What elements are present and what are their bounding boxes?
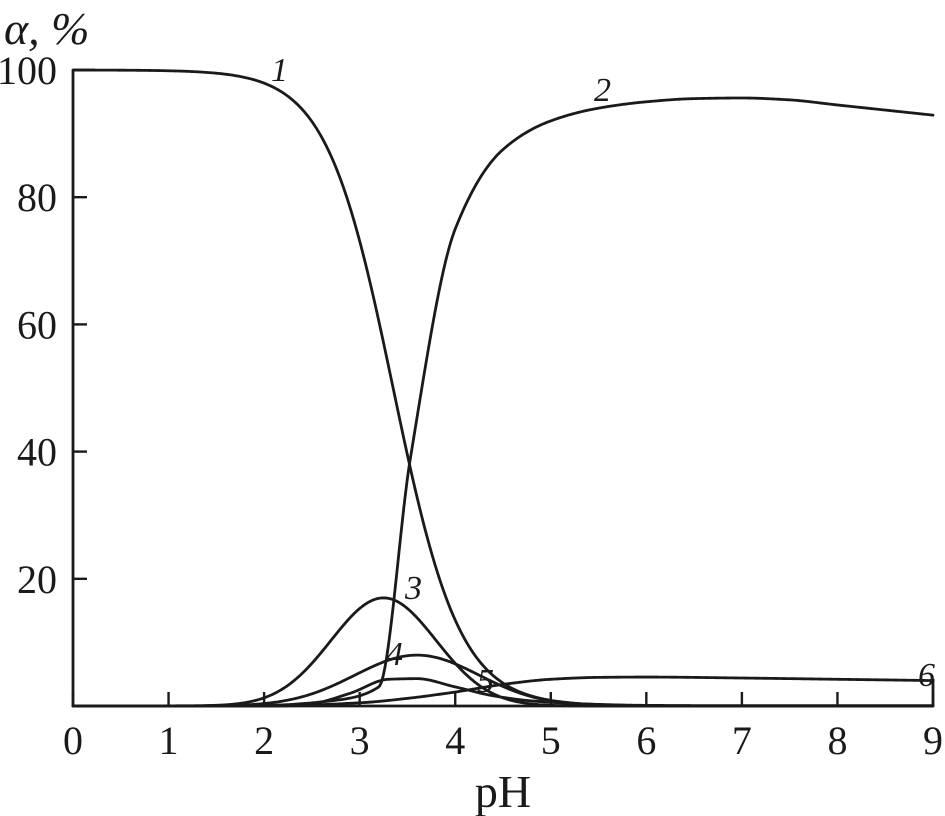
svg-text:20: 20 bbox=[17, 557, 57, 602]
svg-text:100: 100 bbox=[0, 48, 57, 93]
svg-text:5: 5 bbox=[541, 718, 561, 763]
svg-text:40: 40 bbox=[17, 430, 57, 475]
svg-text:4: 4 bbox=[445, 718, 465, 763]
svg-text:2: 2 bbox=[254, 718, 274, 763]
svg-text:4: 4 bbox=[386, 636, 403, 673]
svg-text:3: 3 bbox=[404, 570, 422, 607]
svg-text:1: 1 bbox=[271, 52, 288, 89]
svg-text:5: 5 bbox=[477, 663, 494, 700]
svg-text:α, %: α, % bbox=[4, 3, 89, 54]
svg-text:8: 8 bbox=[827, 718, 847, 763]
svg-text:9: 9 bbox=[923, 718, 943, 763]
svg-text:0: 0 bbox=[63, 718, 83, 763]
svg-text:6: 6 bbox=[636, 718, 656, 763]
svg-text:1: 1 bbox=[159, 718, 179, 763]
svg-text:80: 80 bbox=[17, 175, 57, 220]
svg-text:6: 6 bbox=[918, 657, 935, 694]
svg-text:60: 60 bbox=[17, 302, 57, 347]
svg-text:3: 3 bbox=[350, 718, 370, 763]
svg-text:2: 2 bbox=[594, 72, 611, 109]
svg-text:7: 7 bbox=[732, 718, 752, 763]
svg-text:pH: pH bbox=[475, 766, 531, 816]
